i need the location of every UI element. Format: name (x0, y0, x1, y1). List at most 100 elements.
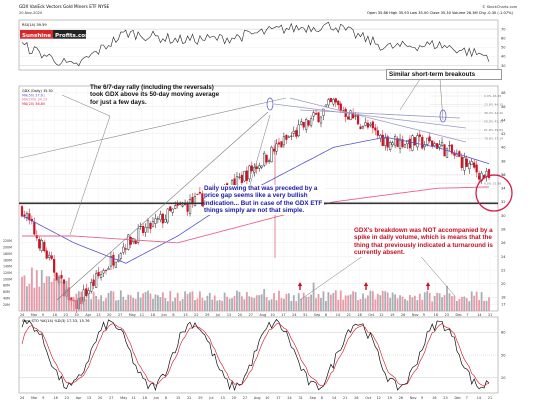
volume-bar (102, 301, 105, 311)
volume-bar (292, 295, 295, 311)
volume-bar (124, 299, 127, 311)
volume-bar (147, 290, 149, 311)
candle-body (50, 255, 53, 259)
volume-bar (473, 295, 476, 311)
price-xtick-label: 13 (96, 313, 100, 317)
stochastic-xtick-label: 13 (87, 396, 91, 400)
volume-bar (211, 299, 214, 311)
volume-bar (100, 295, 102, 311)
volume-ytick-label: 160M (3, 258, 12, 262)
candle-body (149, 222, 152, 229)
candle-body (35, 235, 38, 239)
volume-bar (233, 295, 236, 311)
volume-bar (455, 301, 458, 311)
peak-circle-marker (266, 97, 274, 111)
volume-bar (63, 283, 65, 311)
price-xtick-label: 11 (140, 313, 144, 317)
candle-body (270, 147, 273, 163)
candle-body (277, 142, 281, 145)
stochastic-xtick-label: 24 (20, 396, 24, 400)
volume-bar (364, 298, 367, 311)
volume-bar (359, 298, 362, 311)
volume-bar (194, 300, 196, 311)
candle-body (60, 275, 63, 279)
ohlc-readout: Open 35.86 High 35.93 Low 35.00 Close 35… (367, 11, 514, 15)
volume-bar (228, 298, 231, 311)
volume-bar (347, 295, 350, 311)
volume-bar (406, 300, 409, 311)
volume-ytick-label: 200M (3, 246, 12, 250)
volume-bar (357, 300, 359, 311)
peak-circle-marker (439, 109, 447, 123)
candle-body (285, 134, 288, 140)
price-ytick-label: 17 (501, 302, 506, 306)
annotation-upswing: Daily upswing that was preceded by a pri… (204, 185, 324, 215)
volume-bar (488, 297, 490, 311)
volume-bar (122, 296, 125, 311)
volume-bar (453, 295, 456, 311)
candle-body (359, 126, 362, 130)
candle-body (465, 158, 468, 167)
stochastic-xtick-label: 21 (343, 396, 347, 400)
volume-bar (139, 297, 142, 311)
candle-body (43, 241, 46, 252)
volume-bar (149, 293, 152, 311)
stochastic-xtick-label: 31 (298, 396, 302, 400)
volume-ytick-label: 140M (3, 265, 12, 269)
candle-body (371, 121, 374, 129)
candle-body (48, 254, 51, 258)
volume-bar (391, 292, 394, 311)
volume-ytick-label: 40M (3, 296, 10, 300)
candle-body (426, 137, 429, 145)
volume-ytick-label: 180M (3, 252, 12, 256)
volume-bar (446, 285, 448, 311)
volume-bar (23, 275, 26, 311)
volume-bar (337, 299, 340, 311)
candle-body (166, 208, 169, 223)
candle-body (339, 103, 342, 111)
volume-bar (297, 293, 300, 311)
volume-bar (213, 295, 216, 311)
price-xtick-label: 30 (74, 313, 78, 317)
candle-body (122, 246, 125, 253)
volume-bar (208, 292, 211, 311)
candle-body (156, 218, 159, 220)
candle-body (287, 136, 290, 138)
volume-bar (396, 298, 399, 311)
volume-bar (117, 299, 120, 311)
candle-body (263, 152, 266, 166)
price-xtick-label: 12 (379, 313, 383, 317)
callout-line (399, 78, 421, 111)
volume-bar (334, 290, 337, 311)
candle-body (332, 99, 335, 105)
resistance-trendline (289, 97, 467, 143)
volume-bar (275, 300, 278, 311)
stochastic-xtick-label: 14 (332, 396, 336, 400)
rsi-ytick-label: 30 (501, 64, 506, 68)
candle-body (307, 120, 310, 126)
price-ytick-label: 26 (501, 241, 506, 245)
volume-bar (376, 293, 379, 311)
stochastic-xtick-label: 7 (466, 396, 468, 400)
volume-bar (416, 300, 419, 311)
volume-bar (58, 275, 60, 311)
volume-bar (285, 293, 288, 311)
candle-body (448, 145, 451, 147)
candle-body (408, 138, 412, 149)
candle-body (141, 225, 145, 234)
price-ytick-label: 36 (501, 173, 506, 177)
candle-body (421, 136, 424, 149)
candle-body (174, 205, 177, 209)
candle-body (305, 119, 308, 130)
stochastic-xtick-label: Sep (310, 396, 316, 400)
rsi-panel (18, 19, 499, 71)
candle-body (443, 144, 446, 157)
volume-bar (428, 292, 431, 311)
candle-body (272, 148, 276, 152)
candle-body (433, 143, 436, 146)
stochastic-xtick-label: Aug (254, 396, 261, 400)
volume-bar (129, 295, 132, 311)
price-xtick-label: Nov (412, 313, 419, 317)
volume-bar (245, 291, 248, 311)
volume-bar (381, 290, 384, 311)
